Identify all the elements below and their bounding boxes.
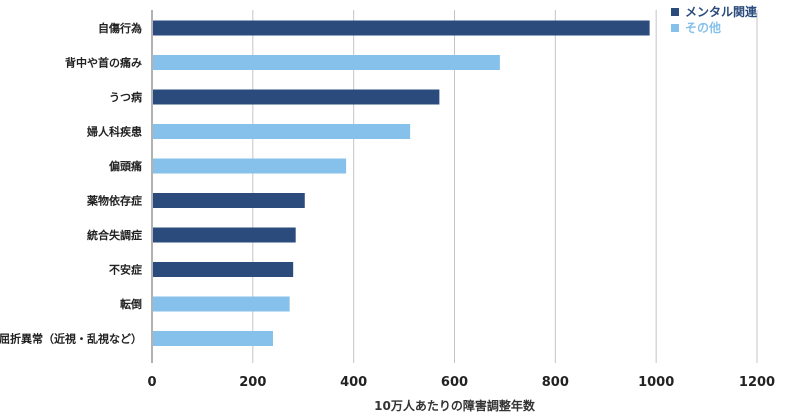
category-label: 自傷行為: [98, 21, 142, 35]
bar: [153, 20, 650, 36]
bar: [153, 227, 296, 243]
bar: [153, 296, 290, 312]
legend-label: その他: [685, 20, 721, 35]
category-label: 婦人科疾患: [86, 125, 142, 139]
category-label: 統合失調症: [87, 228, 142, 242]
x-tick-label: 1000: [638, 375, 674, 390]
x-tick-labels: 0 200 400 600 800 1000 1200: [147, 375, 775, 390]
bar: [153, 55, 500, 70]
bar: [153, 193, 305, 208]
x-tick-label: 400: [340, 375, 367, 390]
bar: [153, 158, 347, 174]
bars: [153, 20, 650, 346]
category-label: 屈折異常（近視・乱視など）: [0, 332, 142, 346]
x-tick-label: 600: [441, 375, 468, 390]
category-label: うつ病: [109, 90, 142, 104]
category-label: 薬物依存症: [87, 194, 142, 208]
bar: [153, 262, 294, 277]
x-tick-label: 1200: [739, 375, 775, 390]
legend-swatch: [671, 8, 679, 16]
x-axis-title: 10万人あたりの障害調整年数: [374, 398, 536, 413]
bar: [153, 89, 440, 105]
x-tick-label: 200: [239, 375, 266, 390]
category-labels: 自傷行為背中や首の痛みうつ病婦人科疾患偏頭痛薬物依存症統合失調症不安症転倒屈折異…: [0, 21, 142, 346]
legend-swatch: [671, 24, 679, 32]
category-label: 背中や首の痛み: [65, 56, 142, 70]
legend-label: メンタル関連: [685, 4, 758, 19]
bar: [153, 124, 411, 139]
x-tick-label: 0: [147, 375, 156, 390]
category-label: 転倒: [120, 297, 142, 311]
x-tick-label: 800: [542, 375, 569, 390]
category-label: 不安症: [109, 263, 142, 277]
bar: [153, 331, 273, 346]
category-label: 偏頭痛: [109, 159, 142, 173]
